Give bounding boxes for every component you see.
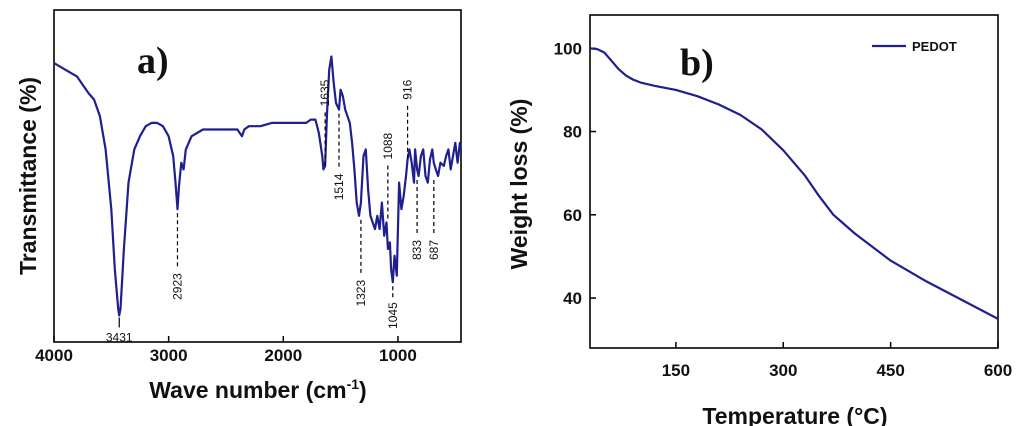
tga-plot-frame [589, 14, 999, 349]
tga-x-tick-label: 450 [876, 361, 904, 380]
ftir-peak-label: 1088 [381, 132, 395, 159]
ftir-peak-label: 2923 [170, 273, 184, 300]
ftir-peak-label: 833 [410, 240, 424, 260]
ftir-x-tick-label: 3000 [150, 346, 188, 365]
ftir-peak-label: 687 [427, 240, 441, 260]
tga-y-axis-title: Weight loss (%) [506, 99, 532, 270]
ftir-peak-label: 3431 [106, 330, 133, 344]
tga-chart: 150 300 450 600 40 60 80 100 b) PEDOT Temperat… [506, 14, 1012, 426]
ftir-peak-label: 1323 [354, 280, 368, 307]
ftir-peak-label: 1635 [318, 79, 332, 106]
tga-panel-label: b) [680, 42, 714, 84]
ftir-plot-area [53, 55, 463, 317]
tga-pedot-line [589, 47, 999, 320]
tga-legend: PEDOT [872, 39, 957, 54]
ftir-peak-label: 1514 [332, 173, 346, 200]
tga-x-tick-label: 150 [662, 361, 690, 380]
ftir-peak-label: 916 [401, 79, 415, 99]
ftir-peak-annotations: 3431 2923 1635 1514 1323 1088 1045 916 833 687 [106, 79, 441, 344]
tga-y-tick-label: 80 [563, 123, 582, 142]
tga-y-tick-label: 100 [554, 39, 582, 58]
tga-legend-label: PEDOT [912, 39, 957, 54]
tga-x-tick-label: 600 [984, 361, 1012, 380]
tga-y-tick-label: 60 [563, 206, 582, 225]
ftir-panel-label: a) [137, 40, 169, 82]
ftir-x-axis-title: Wave number (cm-1) [149, 376, 366, 403]
ftir-x-tick-label: 1000 [379, 346, 417, 365]
ftir-chart: 4000 3000 2000 1000 3431 2923 1635 1514 1323 108… [15, 9, 463, 403]
ftir-y-axis-title: Transmittance (%) [15, 77, 41, 275]
tga-x-axis: 150 300 450 600 [662, 342, 1012, 380]
tga-y-axis: 40 60 80 100 [554, 39, 596, 308]
ftir-x-tick-label: 4000 [35, 346, 73, 365]
ftir-spectrum-line [53, 55, 463, 317]
ftir-x-axis: 4000 3000 2000 1000 [35, 336, 417, 365]
tga-plot-area [589, 47, 999, 320]
tga-y-tick-label: 40 [563, 289, 582, 308]
ftir-x-tick-label: 2000 [264, 346, 302, 365]
ftir-peak-label: 1045 [386, 302, 400, 329]
tga-x-axis-title: Temperature (°C) [702, 403, 887, 426]
ftir-plot-frame [53, 9, 462, 343]
tga-x-tick-label: 300 [769, 361, 797, 380]
